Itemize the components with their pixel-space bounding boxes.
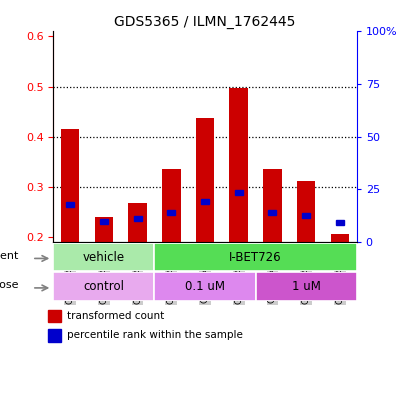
Bar	[61, 129, 79, 337]
Bar	[66, 202, 74, 207]
Bar	[99, 219, 108, 224]
Bar	[268, 210, 276, 215]
Bar	[296, 181, 315, 337]
Bar	[167, 210, 175, 215]
Text: percentile rank within the sample: percentile rank within the sample	[67, 330, 242, 340]
Title: GDS5365 / ILMN_1762445: GDS5365 / ILMN_1762445	[114, 15, 295, 29]
Bar	[154, 272, 255, 301]
Bar	[200, 199, 209, 204]
Bar	[330, 234, 348, 337]
Text: transformed count: transformed count	[67, 311, 164, 321]
Bar	[48, 329, 61, 342]
Bar	[195, 118, 214, 337]
Bar	[263, 169, 281, 337]
Text: control: control	[83, 280, 124, 293]
Text: vehicle: vehicle	[83, 250, 125, 264]
Bar	[335, 220, 343, 225]
Bar	[128, 203, 146, 337]
Bar	[94, 217, 113, 337]
Text: 0.1 uM: 0.1 uM	[184, 280, 225, 293]
Text: 1 uM: 1 uM	[291, 280, 320, 293]
Bar	[162, 169, 180, 337]
Text: agent: agent	[0, 251, 19, 261]
Text: dose: dose	[0, 280, 19, 290]
Bar	[154, 243, 356, 271]
Bar	[133, 216, 141, 220]
Bar	[234, 190, 242, 195]
Bar	[255, 272, 356, 301]
Text: I-BET726: I-BET726	[229, 250, 281, 264]
Bar	[301, 213, 310, 218]
Bar	[53, 272, 154, 301]
Bar	[229, 88, 247, 337]
Bar	[48, 310, 61, 322]
Bar	[53, 243, 154, 271]
